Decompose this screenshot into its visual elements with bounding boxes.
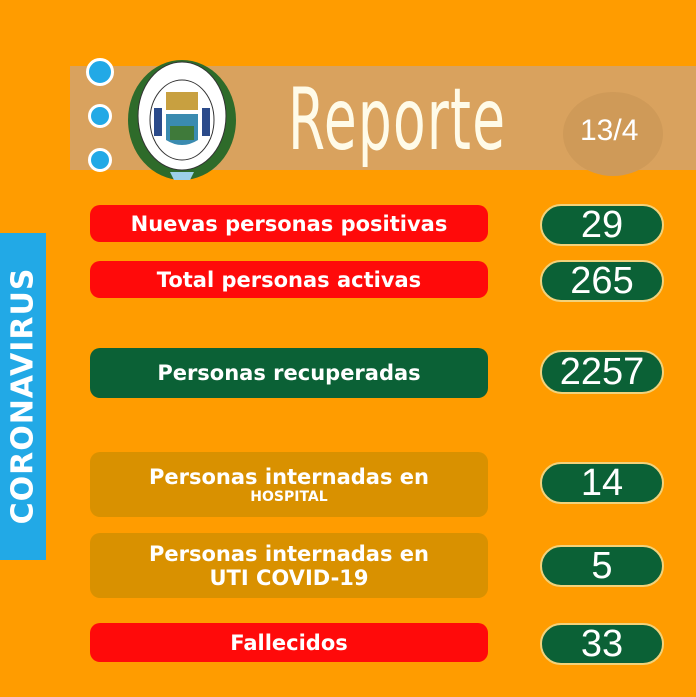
report-date: 13/4 (580, 114, 639, 147)
label-text: Total personas activas (156, 267, 422, 292)
dot-icon (88, 104, 112, 128)
row-label-deaths: Fallecidos (90, 623, 488, 662)
value-deaths: 33 (540, 623, 664, 665)
dot-icon (86, 58, 114, 86)
label-text: Nuevas personas positivas (130, 211, 448, 236)
label-text: Fallecidos (230, 630, 348, 655)
value-new-positive: 29 (540, 204, 664, 246)
label-text: Personas recuperadas (157, 361, 421, 385)
label-subtext: UTI COVID-19 (209, 565, 369, 590)
label-text: Personas internadas en (149, 464, 429, 489)
date-circle (563, 92, 663, 176)
report-title: Reporte (288, 70, 507, 170)
row-label-new-positive: Nuevas personas positivas (90, 205, 488, 242)
coronavirus-sidebar (0, 233, 46, 560)
row-label-recovered: Personas recuperadas (90, 348, 488, 398)
value-icu: 5 (540, 545, 664, 587)
row-label-total-active: Total personas activas (90, 261, 488, 298)
value-hospital: 14 (540, 462, 664, 504)
value-recovered: 2257 (540, 350, 664, 394)
dot-icon (88, 148, 112, 172)
label-text: Personas internadas en (149, 541, 429, 566)
value-total-active: 265 (540, 260, 664, 302)
row-label-hospital: Personas internadas en HOSPITAL (90, 452, 488, 517)
label-subtext: HOSPITAL (250, 488, 328, 505)
municipality-seal-logo (128, 60, 236, 180)
sidebar-label: CORONAVIRUS (5, 267, 41, 525)
row-label-icu: Personas internadas en UTI COVID-19 (90, 533, 488, 598)
